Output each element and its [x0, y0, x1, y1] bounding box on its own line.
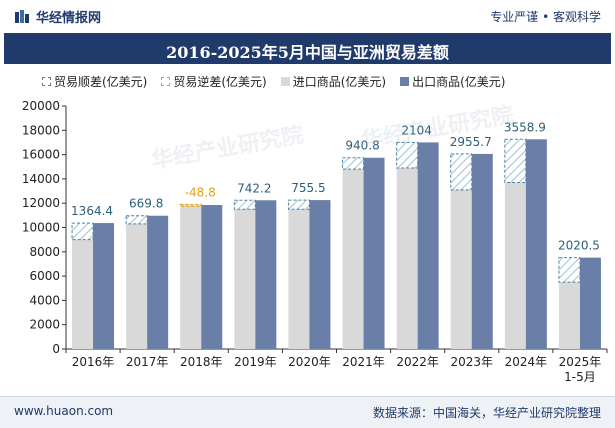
y-tick-label: 14000	[22, 172, 60, 186]
x-tick-label: 2019年	[234, 355, 277, 369]
legend-swatch-export	[400, 77, 410, 86]
footer-site[interactable]: www.huaon.com	[14, 404, 114, 418]
export-bar	[525, 139, 547, 349]
export-bar	[579, 257, 601, 349]
y-tick-label: 2000	[29, 318, 60, 332]
import-bar	[180, 204, 202, 349]
x-tick-label: 2023年	[450, 355, 493, 369]
data-label: 755.5	[291, 181, 325, 195]
y-tick-label: 12000	[22, 196, 60, 210]
y-tick-label: 18000	[22, 123, 60, 137]
surplus-segment	[504, 138, 527, 184]
data-label: 940.8	[345, 139, 379, 153]
x-tick-label: 2017年	[126, 355, 169, 369]
legend-label-export: 出口商品(亿美元)	[412, 75, 506, 89]
export-bar	[309, 200, 331, 349]
export-bar	[93, 223, 115, 349]
data-label: 2020.5	[558, 239, 600, 253]
import-bar	[126, 223, 148, 349]
surplus-segment	[558, 257, 581, 283]
x-tick-label: 2021年	[342, 355, 385, 369]
legend-swatch-import	[280, 77, 290, 86]
y-tick-label: 8000	[29, 245, 60, 259]
title-bar: 2016-2025年5月中国与亚洲贸易差额	[4, 33, 611, 64]
export-bar	[417, 142, 439, 349]
y-tick-label: 20000	[22, 99, 60, 113]
surplus-segment	[125, 215, 148, 225]
import-bar	[234, 209, 256, 349]
y-tick-label: 6000	[29, 269, 60, 283]
bar-chart: 0 2000 4000 6000 8000 10000 12000 14000 16000 180…	[22, 99, 608, 384]
x-tick-label: 2018年	[180, 355, 223, 369]
footer-source: 数据来源：中国海关，华经产业研究院整理	[372, 406, 601, 420]
data-label: 742.2	[237, 181, 271, 195]
legend-item-export: 出口商品(亿美元)	[400, 73, 506, 90]
import-bar	[450, 189, 472, 349]
export-bar	[147, 215, 169, 349]
export-bar	[471, 153, 493, 349]
brand[interactable]: 华经情报网	[14, 7, 101, 26]
chart-legend: 贸易顺差(亿美元) 贸易逆差(亿美元) 进口商品(亿美元) 出口商品(亿美元)	[42, 73, 506, 90]
y-tick-label: 4000	[29, 293, 60, 307]
data-label: -48.8	[185, 185, 216, 199]
chart-title: 2016-2025年5月中国与亚洲贸易差额	[166, 43, 449, 62]
slogan: 专业严谨 • 客观科学	[490, 10, 601, 24]
surplus-segment	[233, 199, 256, 210]
legend-item-surplus: 贸易顺差(亿美元)	[42, 73, 147, 90]
footer: www.huaon.com 数据来源：中国海关，华经产业研究院整理	[0, 396, 615, 428]
x-tick-label: 2024年	[505, 355, 548, 369]
import-bar	[558, 282, 580, 349]
brand-name: 华经情报网	[36, 11, 102, 26]
legend-item-import: 进口商品(亿美元)	[280, 73, 387, 90]
import-bar	[72, 239, 94, 349]
legend-label-import: 进口商品(亿美元)	[292, 75, 387, 89]
deficit-segment	[179, 203, 202, 207]
y-tick-label: 16000	[22, 148, 60, 162]
data-label: 3558.9	[504, 120, 546, 134]
export-bar	[255, 200, 277, 349]
import-bar	[288, 209, 310, 349]
x-tick-label: 2016年	[72, 355, 115, 369]
x-tick-label: 1-5月	[564, 370, 596, 384]
surplus-segment	[450, 153, 473, 191]
x-tick-label: 2025年	[559, 355, 602, 369]
export-bar	[363, 157, 385, 349]
surplus-segment	[342, 157, 365, 170]
x-tick-label: 2020年	[288, 355, 331, 369]
data-label: 2955.7	[450, 135, 492, 149]
import-bar	[504, 182, 526, 349]
surplus-segment	[287, 199, 310, 210]
surplus-segment	[71, 222, 94, 241]
import-bar	[342, 169, 364, 349]
export-bar	[201, 205, 223, 349]
legend-item-deficit: 贸易逆差(亿美元)	[161, 73, 267, 90]
y-tick-label: 0	[52, 342, 60, 356]
y-tick-label: 10000	[22, 221, 60, 235]
legend-swatch-surplus	[42, 77, 51, 86]
legend-label-deficit: 贸易逆差(亿美元)	[173, 75, 267, 89]
huajing-logo-icon	[15, 9, 29, 23]
data-label: 669.8	[129, 197, 163, 211]
top-bar: 华经情报网 专业严谨 • 客观科学	[0, 0, 615, 32]
legend-swatch-deficit	[161, 77, 171, 86]
surplus-segment	[396, 141, 419, 169]
legend-label-surplus: 贸易顺差(亿美元)	[54, 75, 148, 89]
import-bar	[396, 167, 418, 349]
x-tick-label: 2022年	[396, 355, 439, 369]
data-label: 2104	[401, 123, 432, 137]
data-label: 1364.4	[71, 204, 113, 218]
